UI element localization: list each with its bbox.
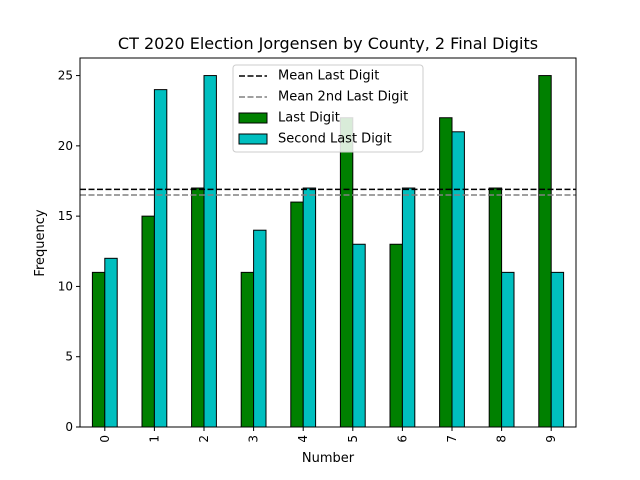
legend-label-mean-last-digit: Mean Last Digit (278, 69, 379, 84)
y-axis-label: Frequency (33, 209, 48, 276)
bar-second-last-digit-2 (203, 75, 217, 428)
y-tick-label-5: 5 (65, 350, 73, 364)
x-tick-label-4: 4 (296, 435, 310, 443)
bar-last-digit-4 (290, 201, 304, 428)
bar-second-last-digit-6 (401, 187, 416, 428)
bar-second-last-digit-1 (153, 89, 168, 428)
bar-last-digit-1 (141, 215, 155, 428)
bar-last-digit-8 (488, 187, 503, 428)
x-tick-label-7: 7 (445, 435, 459, 443)
x-tick-label-2: 2 (197, 435, 211, 443)
y-tick-label-15: 15 (58, 209, 73, 223)
chart-title: CT 2020 Election Jorgensen by County, 2 … (118, 34, 538, 53)
bar-second-last-digit-7 (451, 131, 465, 428)
bar-second-last-digit-5 (352, 243, 366, 428)
legend-label-mean-2nd-last-digit: Mean 2nd Last Digit (278, 90, 408, 105)
bar-last-digit-5 (339, 117, 354, 428)
bar-second-last-digit-3 (253, 229, 267, 428)
legend-label-last-digit: Last Digit (278, 111, 340, 126)
bar-second-last-digit-4 (302, 187, 317, 428)
x-tick-label-3: 3 (247, 435, 261, 443)
bar-second-last-digit-8 (501, 271, 515, 428)
legend-swatch-last-digit (238, 112, 268, 124)
x-tick-label-6: 6 (395, 435, 409, 443)
bar-last-digit-0 (91, 271, 106, 428)
legend-box (232, 64, 424, 153)
axes-frame (79, 57, 577, 428)
bar-last-digit-6 (389, 243, 403, 428)
x-axis-label: Number (302, 451, 355, 466)
x-tick-label-8: 8 (495, 435, 509, 443)
y-tick-label-25: 25 (58, 69, 73, 83)
bar-last-digit-9 (538, 75, 552, 428)
x-tick-label-1: 1 (147, 435, 161, 443)
bar-last-digit-2 (191, 187, 205, 428)
bar-second-last-digit-0 (104, 257, 118, 428)
bar-second-last-digit-9 (550, 271, 565, 428)
y-tick-label-10: 10 (58, 279, 73, 293)
bar-last-digit-7 (439, 117, 453, 428)
x-tick-label-0: 0 (98, 435, 112, 443)
legend-label-second-last-digit: Second Last Digit (278, 132, 392, 147)
legend: Mean Last Digit Mean 2nd Last Digit Last D… (232, 64, 424, 153)
plot-area: 0 1 2 3 4 5 6 7 8 9 0 5 10 15 20 25 (58, 57, 577, 443)
y-tick-label-0: 0 (65, 420, 73, 434)
y-tick-label-20: 20 (58, 139, 73, 153)
bar-last-digit-3 (240, 271, 255, 428)
legend-swatch-second-last-digit (238, 133, 268, 145)
x-tick-label-9: 9 (544, 435, 558, 443)
x-tick-label-5: 5 (346, 435, 360, 443)
